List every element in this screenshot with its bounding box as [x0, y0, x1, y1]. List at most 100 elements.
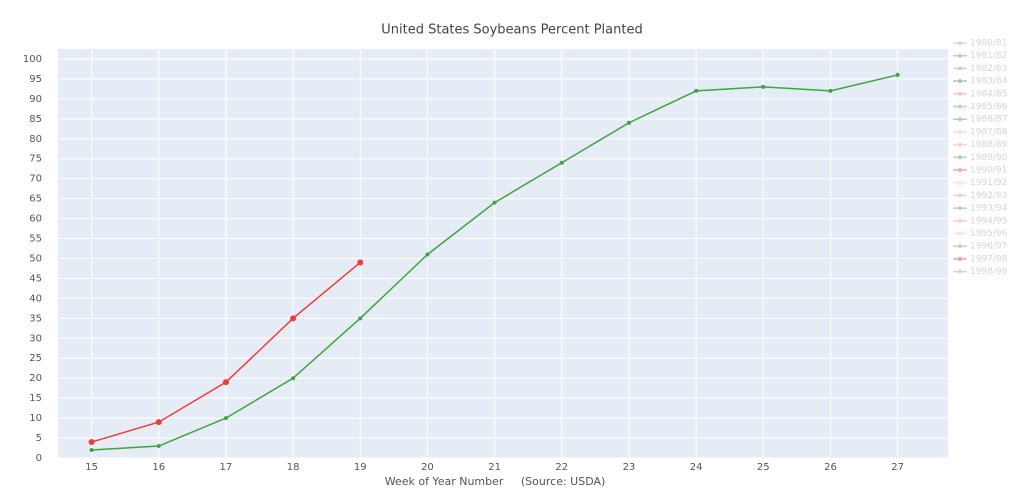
legend-marker [958, 117, 962, 122]
x-tick-label: 23 [623, 462, 636, 473]
legend-label: 1982/83 [970, 64, 1007, 74]
x-tick-label: 18 [287, 462, 300, 473]
legend-label: 1985/86 [970, 102, 1008, 112]
legend-marker [958, 218, 962, 223]
data-point [222, 379, 229, 386]
y-tick-label: 25 [29, 353, 42, 364]
legend-label: 1990/91 [970, 166, 1007, 176]
legend-label: 1989/90 [970, 153, 1008, 163]
data-point [828, 88, 833, 93]
data-point [290, 315, 297, 322]
data-point [492, 200, 497, 205]
legend-label: 1984/85 [970, 89, 1007, 99]
y-tick-label: 15 [29, 393, 42, 404]
x-axis-label: Week of Year Number (Source: USDA) [385, 475, 606, 488]
y-tick-label: 0 [36, 453, 42, 464]
y-tick-label: 55 [29, 234, 42, 245]
y-tick-label: 50 [29, 253, 42, 264]
legend-item: 1986/87 [953, 115, 1007, 125]
legend-marker [958, 129, 962, 134]
legend-marker [958, 53, 962, 58]
y-tick-label: 75 [29, 154, 42, 165]
legend-item: 1988/89 [953, 140, 1008, 150]
legend-marker [958, 256, 962, 261]
legend-marker [958, 66, 962, 71]
legend-label: 1988/89 [970, 140, 1008, 150]
legend-label: 1994/95 [970, 216, 1007, 226]
legend-item: 1987/88 [953, 127, 1008, 137]
legend-marker [958, 168, 962, 172]
legend-label: 1980/81 [970, 39, 1007, 49]
legend-item: 1994/95 [953, 216, 1007, 226]
legend-marker [958, 244, 962, 249]
legend-item: 1991/92 [953, 178, 1007, 188]
x-tick-label: 17 [220, 462, 233, 473]
data-point [88, 439, 95, 446]
legend-item: 1992/93 [953, 191, 1007, 201]
legend-label: 1987/88 [970, 127, 1008, 137]
y-tick-label: 35 [29, 313, 42, 324]
legend-label: 1991/92 [970, 178, 1007, 188]
legend-marker [958, 206, 962, 211]
y-tick-label: 65 [29, 194, 42, 205]
legend-marker [958, 79, 962, 84]
y-tick-label: 20 [29, 373, 42, 384]
legend-label: 1998/99 [970, 267, 1008, 277]
legend-marker [958, 269, 962, 274]
data-point [358, 316, 363, 321]
x-tick-label: 26 [824, 462, 837, 473]
legend-marker [958, 155, 962, 160]
x-tick-label: 27 [891, 462, 904, 473]
x-tick-label: 15 [85, 462, 98, 473]
legend-item: 1980/81 [953, 39, 1007, 49]
legend-label: 1983/84 [970, 77, 1008, 87]
legend-label: 1997/98 [970, 254, 1008, 264]
data-point [895, 72, 900, 77]
legend-marker [958, 104, 962, 109]
legend-marker [958, 231, 962, 236]
y-tick-label: 70 [29, 174, 42, 185]
y-tick-label: 80 [29, 134, 42, 145]
data-point [357, 259, 364, 266]
legend-marker [958, 142, 962, 147]
legend-label: 1981/82 [970, 51, 1007, 61]
x-tick-label: 22 [555, 462, 568, 473]
x-tick-label: 20 [421, 462, 434, 473]
legend-item: 1989/90 [953, 153, 1008, 163]
y-tick-label: 45 [29, 273, 42, 284]
data-point [559, 160, 564, 165]
legend-label: 1986/87 [970, 115, 1007, 125]
y-tick-label: 5 [36, 433, 42, 444]
legend-item: 1985/86 [953, 102, 1008, 112]
legend-item: 1982/83 [953, 64, 1007, 74]
data-point [89, 448, 94, 453]
legend-label: 1996/97 [970, 242, 1007, 252]
data-point [291, 376, 296, 381]
legend-item: 1995/96 [953, 229, 1008, 239]
data-point [155, 419, 162, 426]
y-tick-label: 85 [29, 114, 42, 125]
y-tick-label: 60 [29, 214, 42, 225]
y-tick-label: 40 [29, 293, 42, 304]
y-tick-label: 10 [29, 413, 42, 424]
legend-label: 1992/93 [970, 191, 1007, 201]
x-tick-label: 25 [757, 462, 770, 473]
x-tick-label: 24 [690, 462, 703, 473]
legend-item: 1990/91 [953, 166, 1007, 176]
x-tick-label: 16 [152, 462, 165, 473]
chart-title: United States Soybeans Percent Planted [381, 23, 642, 38]
legend-marker [958, 180, 962, 185]
legend-item: 1983/84 [953, 77, 1008, 87]
x-tick-label: 21 [488, 462, 501, 473]
plot-area [58, 49, 948, 458]
legend-marker [958, 193, 962, 198]
data-point [761, 84, 766, 89]
legend-item: 1997/98 [953, 254, 1008, 264]
y-tick-label: 100 [23, 54, 42, 65]
legend-item: 1993/94 [953, 204, 1008, 214]
y-tick-label: 30 [29, 333, 42, 344]
data-point [223, 416, 228, 421]
y-tick-label: 95 [29, 74, 42, 85]
legend-item: 1996/97 [953, 242, 1007, 252]
